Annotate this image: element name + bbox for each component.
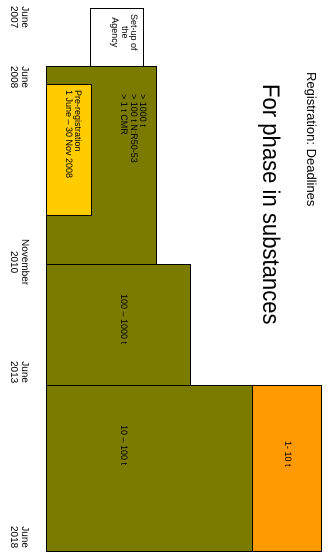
- tier-10-100t-block: [46, 385, 253, 552]
- tier-1-10t-text: 1- 10 t: [283, 441, 293, 467]
- agency-setup-box: [90, 8, 144, 67]
- date-label-november-2010: November 2010: [8, 239, 31, 286]
- tier-100-1000t-text: 100 – 1000 t: [119, 294, 129, 345]
- date-label-june-2008: June 2008: [8, 66, 31, 89]
- date-label-june-2013: June 2013: [8, 361, 31, 384]
- page-subtitle: For phase in substances: [257, 84, 284, 325]
- tier-10-100t-text: 10 – 100 t: [119, 425, 129, 466]
- tier-100-1000t-block: [46, 264, 191, 386]
- agency-setup-text: Set-up of the Agency: [110, 14, 139, 51]
- tier-1000t-text: > 1000 t > 100 t N:R50-53 > 1 t CMR: [119, 94, 148, 163]
- preregistration-box: [46, 84, 92, 216]
- preregistration-text: Pre-registration 1 June – 30 Nov 2008: [63, 90, 83, 179]
- date-label-june-2007: June 2007: [8, 6, 31, 29]
- page-title: Registration: Deadlines: [304, 72, 319, 207]
- tier-1-10t-block: [252, 385, 322, 552]
- date-label-june-2018: June 2018: [8, 526, 31, 549]
